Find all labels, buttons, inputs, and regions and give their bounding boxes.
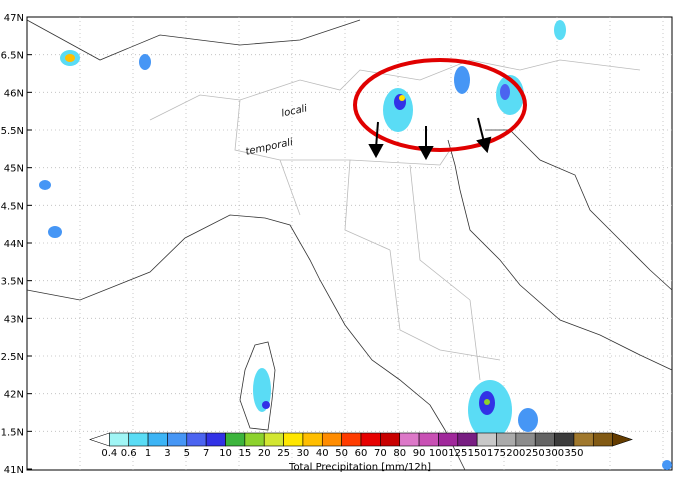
lat-label: 1.5N [1,427,24,438]
colorbar-label: 1 [145,448,151,459]
colorbar-label: 200 [506,448,525,459]
colorbar-box [167,432,188,447]
colorbar-box [244,432,265,447]
lat-label: 6.5N [1,51,24,62]
colorbar-box [476,432,497,447]
colorbar-label: 125 [448,448,467,459]
colorbar-label: 25 [277,448,290,459]
lat-label: 41N [4,465,24,476]
precipitation [39,20,672,470]
lat-label: 3.5N [1,277,24,288]
colorbar: 0.4 0.6 1 3 5 7 10 15 20 25 30 40 50 60 70 80 90 100 125 15… [89,432,633,459]
colorbar-label: 175 [487,448,506,459]
colorbar-label: 10 [219,448,232,459]
colorbar-box [438,432,459,447]
colorbar-box [457,432,478,447]
colorbar-box [496,432,517,447]
colorbar-label: 250 [526,448,545,459]
lat-label: 45N [4,164,24,175]
colorbar-box [263,432,284,447]
colorbar-label: 60 [355,448,368,459]
colorbar-label: 30 [297,448,310,459]
lat-label: 44N [4,239,24,250]
colorbar-label: 7 [203,448,209,459]
coastlines [26,19,673,471]
colorbar-box [592,432,613,447]
borders [149,59,641,381]
colorbar-box [418,432,439,447]
colorbar-label: 0.4 [101,448,117,459]
arrows [368,117,492,161]
lat-label: 4.5N [1,201,24,212]
colorbar-box [109,432,130,447]
lat-label: 2.5N [1,352,24,363]
colorbar-label: 5 [184,448,190,459]
colorbar-arrow [612,432,633,447]
lat-label: 46N [4,88,24,99]
colorbar-box [380,432,401,447]
colorbar-label: 300 [545,448,564,459]
colorbar-box [205,432,226,447]
colorbar-title: Total Precipitation [mm/12h] [288,462,431,473]
colorbar-label: 0.6 [121,448,137,459]
latitude-labels: 47N 6.5N 46N 5.5N 45N 4.5N 44N 3.5N 43N 2.5N 42N 1.… [1,13,32,476]
colorbar-box [399,432,420,447]
colorbar-label: 20 [258,448,271,459]
colorbar-label: 15 [238,448,251,459]
colorbar-box [534,432,555,447]
colorbar-label: 3 [164,448,170,459]
map-frame [26,16,673,471]
colorbar-box [225,432,246,447]
colorbar-box [341,432,362,447]
colorbar-label: 70 [374,448,387,459]
colorbar-label: 80 [393,448,406,459]
colorbar-box [573,432,594,447]
lat-label: 5.5N [1,126,24,137]
highlight-ellipse [353,58,527,152]
colorbar-label: 50 [335,448,348,459]
colorbar-box [302,432,323,447]
colorbar-label: 90 [413,448,426,459]
lat-label: 47N [4,13,24,24]
colorbar-label: 40 [316,448,329,459]
lat-label: 43N [4,314,24,325]
lat-label: 42N [4,390,24,401]
colorbar-label: 150 [468,448,487,459]
colorbar-box [128,432,149,447]
colorbar-label: 100 [429,448,448,459]
colorbar-box [360,432,381,447]
colorbar-box [554,432,575,447]
colorbar-label: 350 [564,448,583,459]
colorbar-box [515,432,536,447]
colorbar-box [283,432,304,447]
colorbar-box [321,432,342,447]
colorbar-box [186,432,207,447]
colorbar-box [147,432,168,447]
